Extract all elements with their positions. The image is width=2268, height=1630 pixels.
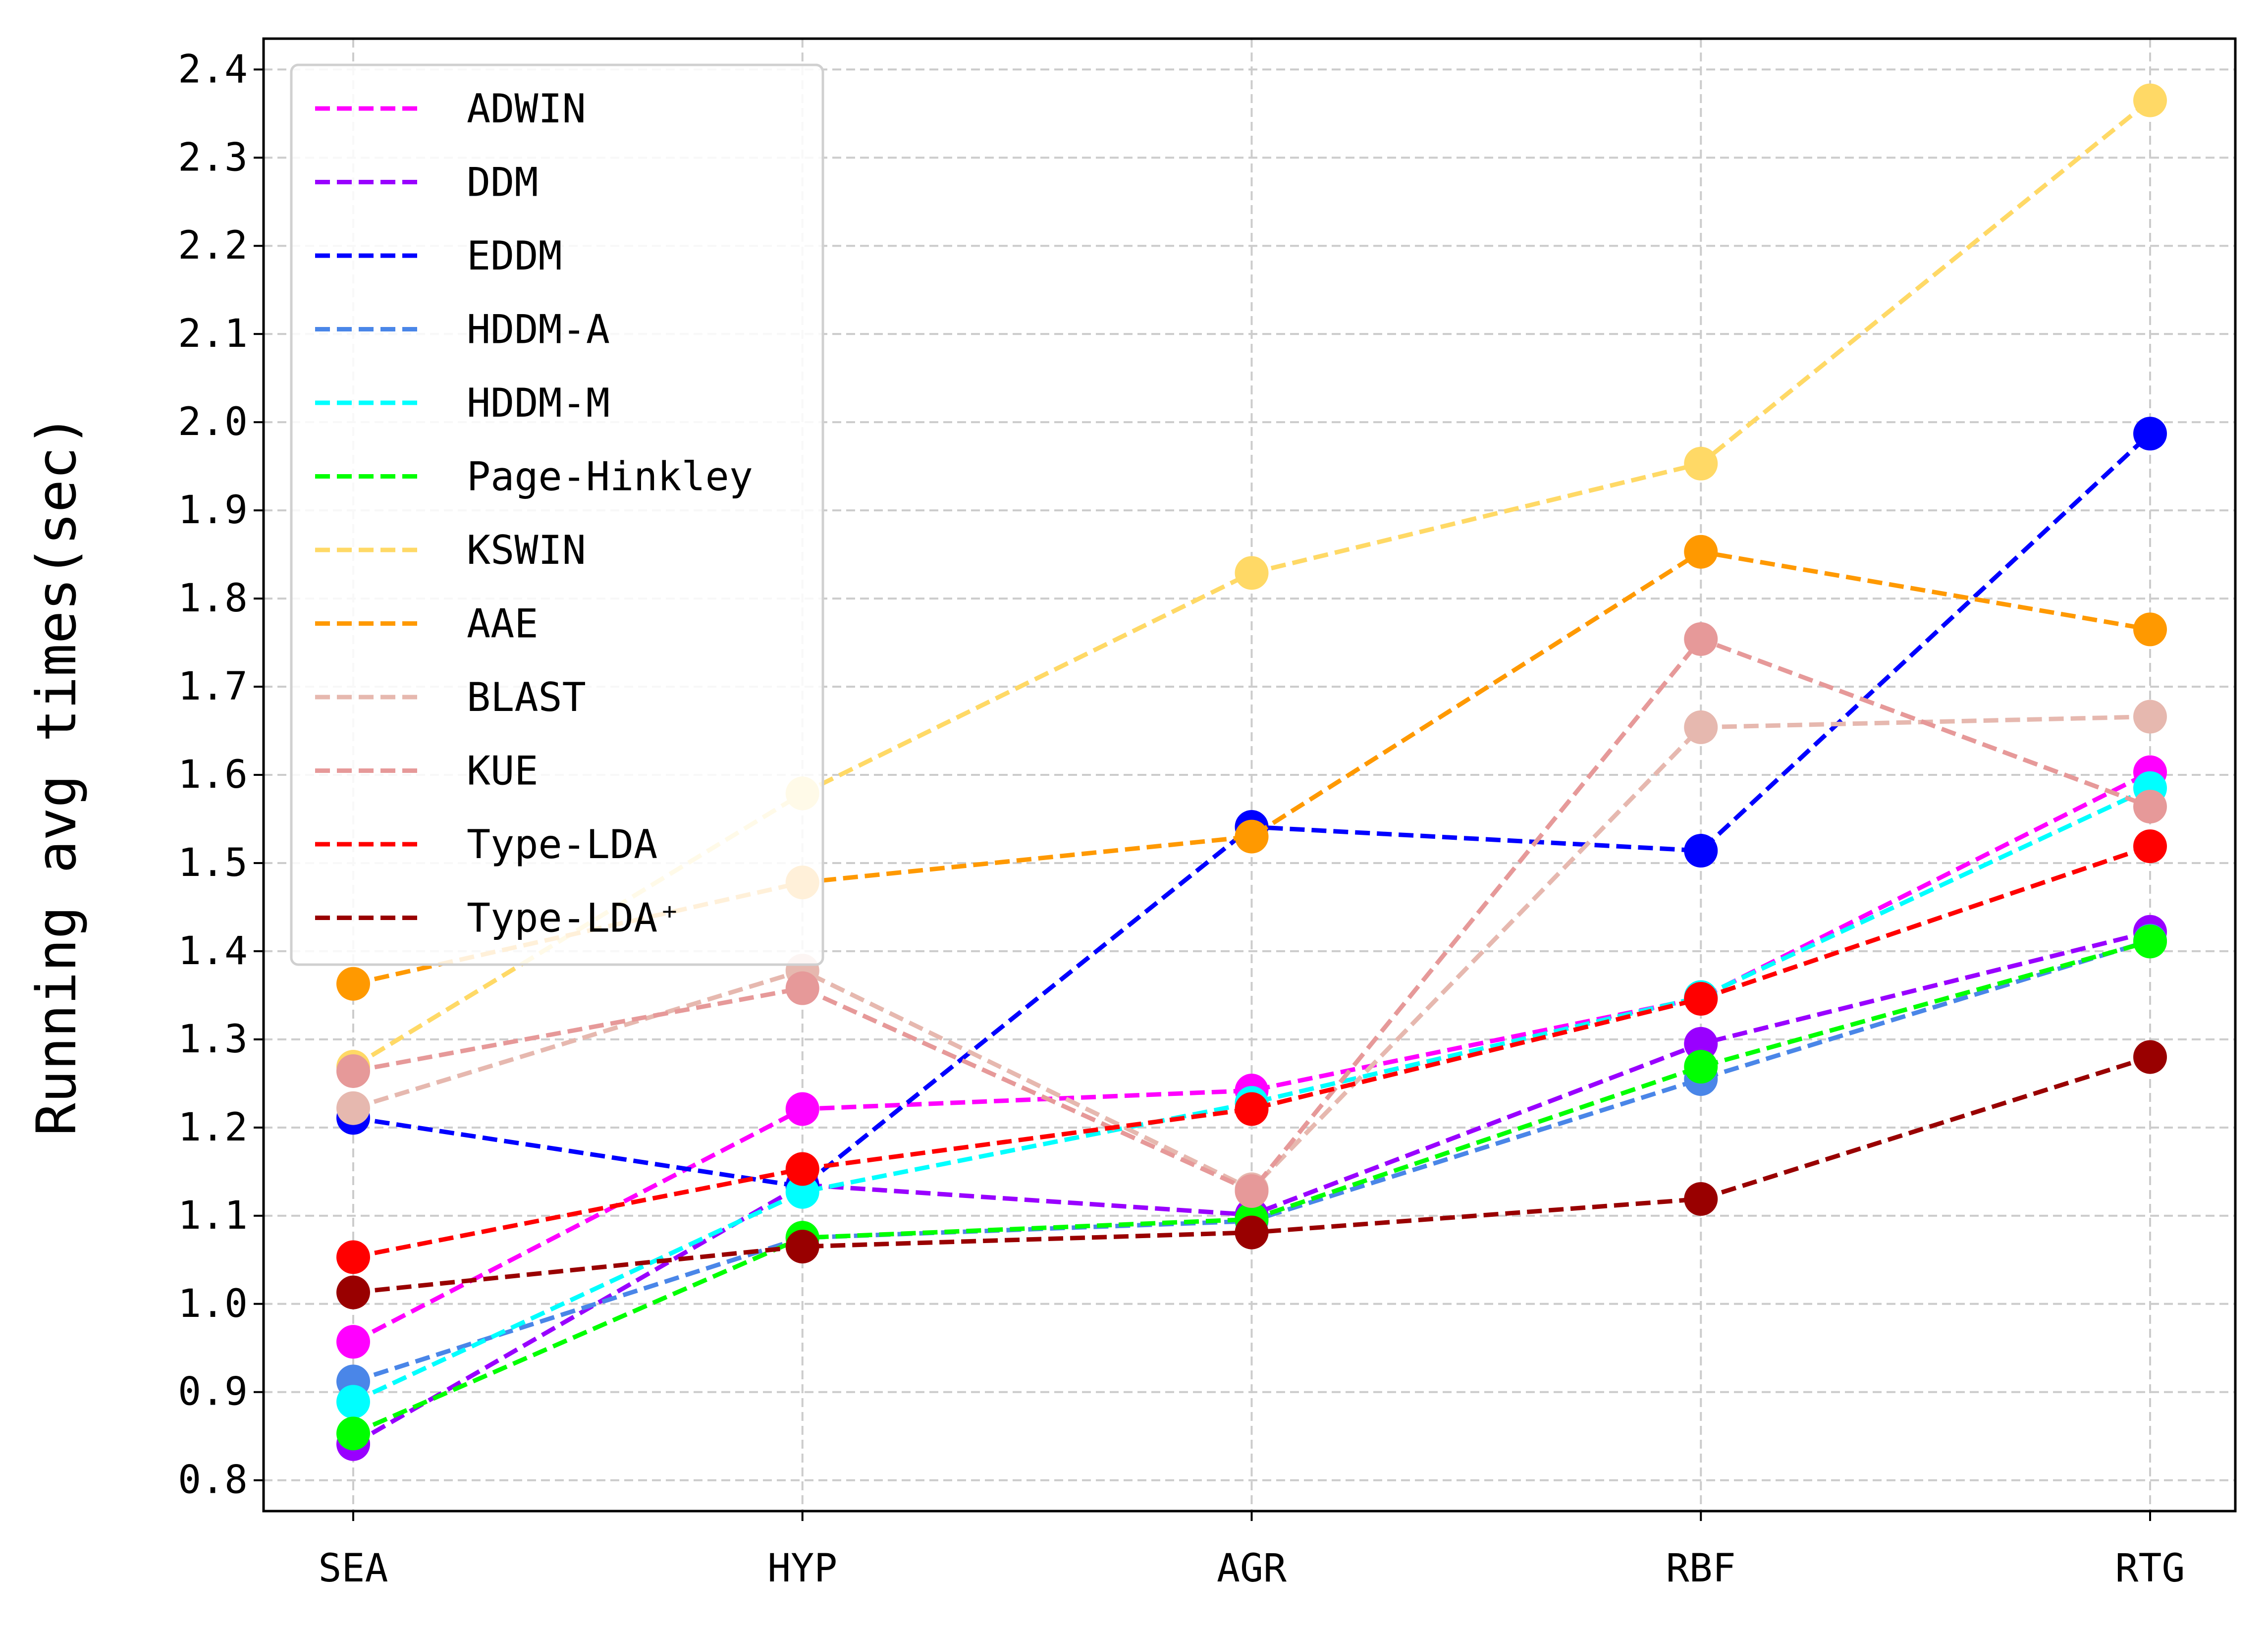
- data-point: [2133, 1040, 2167, 1074]
- y-tick-label: 1.8: [178, 576, 248, 621]
- data-point: [336, 967, 370, 1001]
- data-point: [1684, 535, 1718, 569]
- y-tick-label: 2.3: [178, 135, 248, 180]
- legend-entry: Type-LDA: [467, 821, 657, 868]
- data-point: [2133, 417, 2167, 451]
- data-point: [1684, 710, 1718, 744]
- data-point: [1235, 819, 1269, 854]
- data-point: [2133, 829, 2167, 864]
- legend-entry: Type-LDA⁺: [467, 895, 681, 941]
- axes: 0.8 0.9 1.0 1.1 1.2 1.3 1.4 1.5 1.6 1.7 1.8 1.9 2.0 2…: [178, 47, 2185, 1591]
- data-point: [1684, 446, 1718, 481]
- data-point: [336, 1416, 370, 1451]
- series-line: [352, 770, 2152, 1344]
- y-tick-label: 1.2: [178, 1105, 248, 1150]
- data-point: [785, 1152, 819, 1186]
- y-tick-label: 1.6: [178, 753, 248, 797]
- x-tick-label: RBF: [1666, 1546, 1736, 1591]
- x-tick-label: HYP: [767, 1546, 837, 1591]
- data-point: [2133, 612, 2167, 647]
- data-point: [336, 1240, 370, 1274]
- y-tick-label: 2.0: [178, 400, 248, 444]
- legend-entry: KUE: [467, 748, 539, 794]
- y-tick-label: 1.5: [178, 841, 248, 885]
- legend-box: [290, 63, 824, 966]
- data-point: [1235, 1215, 1269, 1250]
- series-type-lda: [336, 1040, 2167, 1309]
- data-point: [2133, 790, 2167, 824]
- data-point: [336, 1385, 370, 1419]
- y-tick-label: 1.3: [178, 1017, 248, 1062]
- y-tick-label: 1.1: [178, 1194, 248, 1238]
- data-point: [1684, 982, 1718, 1016]
- data-point: [336, 1054, 370, 1088]
- x-tick-label: RTG: [2115, 1546, 2185, 1591]
- series-line: [353, 844, 2151, 1259]
- legend-entry: EDDM: [467, 233, 562, 279]
- series-kue: [336, 622, 2167, 1208]
- series-line: [352, 786, 2151, 1404]
- data-point: [1235, 1174, 1269, 1208]
- data-point: [1235, 1092, 1269, 1126]
- y-tick-label: 2.1: [178, 312, 248, 356]
- y-tick-label: 1.4: [178, 929, 248, 974]
- legend-entry: ADWIN: [467, 86, 586, 132]
- data-point: [336, 1091, 370, 1125]
- y-axis-label: Running avg times(sec): [25, 414, 88, 1136]
- y-tick-label: 1.0: [178, 1282, 248, 1326]
- y-tick-label: 0.8: [178, 1458, 248, 1503]
- data-point: [785, 1230, 819, 1264]
- data-point: [785, 1092, 819, 1126]
- legend-entry: DDM: [467, 160, 539, 206]
- data-point: [1235, 556, 1269, 590]
- legend-entry: Page-Hinkley: [467, 454, 753, 500]
- legend-entry: KSWIN: [467, 527, 586, 573]
- legend-entry: BLAST: [467, 674, 586, 720]
- data-point: [1684, 834, 1718, 868]
- legend-entry: HDDM-A: [467, 307, 610, 353]
- data-point: [2133, 924, 2167, 959]
- data-point: [336, 1325, 370, 1359]
- y-tick-label: 2.2: [178, 223, 248, 268]
- legend-entry: AAE: [467, 601, 539, 647]
- data-point: [336, 1275, 370, 1309]
- y-tick-label: 1.9: [178, 488, 248, 533]
- y-tick-label: 1.7: [178, 664, 248, 709]
- data-point: [1684, 622, 1718, 656]
- data-point: [2133, 700, 2167, 734]
- data-point: [1684, 1050, 1718, 1084]
- series-type-lda: [336, 829, 2167, 1274]
- legend: ADWIN DDM EDDM HDDM-A HDDM-M Page-Hinkley KSWI…: [290, 63, 824, 966]
- legend-entry: HDDM-M: [467, 380, 610, 426]
- data-point: [1684, 1182, 1718, 1216]
- data-point: [2133, 83, 2167, 117]
- data-point: [785, 971, 819, 1005]
- x-tick-label: AGR: [1217, 1546, 1287, 1591]
- y-tick-label: 2.4: [178, 47, 248, 92]
- x-tick-label: SEA: [319, 1546, 388, 1591]
- y-tick-label: 0.9: [178, 1370, 248, 1414]
